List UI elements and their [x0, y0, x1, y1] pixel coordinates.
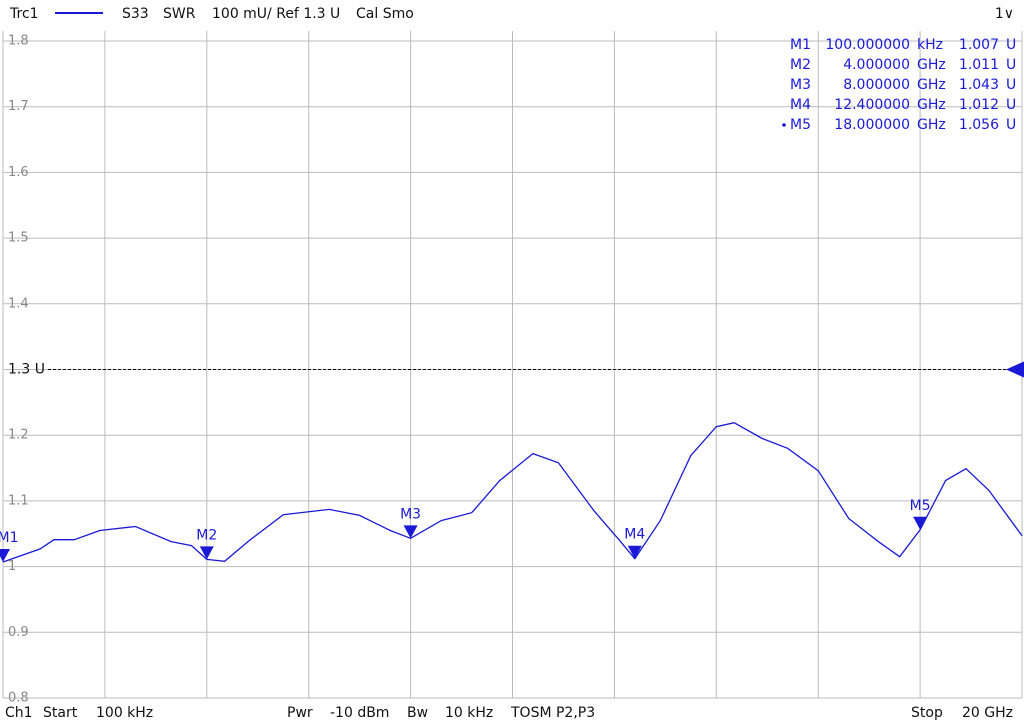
marker-label: M1: [0, 530, 19, 546]
y-tick-label: 1.8: [8, 34, 29, 49]
y-tick-label: 1.6: [8, 165, 29, 180]
marker-table-x-unit: GHz: [917, 97, 946, 113]
cal-status: Cal Smo: [356, 6, 414, 22]
channel-select[interactable]: 1∨: [995, 6, 1014, 22]
marker-table-name: M3: [790, 77, 811, 93]
marker-table-x: 12.400000: [834, 97, 910, 113]
marker-label: M4: [624, 527, 645, 543]
marker-table-unit: U: [1006, 57, 1016, 73]
y-tick-label: 1: [8, 559, 16, 574]
channel: Ch1: [5, 705, 33, 721]
bw-label: Bw: [407, 705, 428, 721]
trace-name: Trc1: [9, 6, 39, 22]
marker-table-x: 100.000000: [825, 37, 910, 53]
marker-table-name: M1: [790, 37, 811, 53]
marker-table-value: 1.012: [959, 97, 999, 113]
marker-table-unit: U: [1006, 97, 1016, 113]
marker-table-name: M4: [790, 97, 811, 113]
marker-triangle: [199, 546, 214, 560]
bw: 10 kHz: [445, 705, 493, 721]
stop: 20 GHz: [962, 705, 1013, 721]
parameter: S33: [122, 6, 149, 22]
marker-table-x-unit: kHz: [917, 37, 943, 53]
marker-table-x: 18.000000: [834, 117, 910, 133]
start-label: Start: [43, 705, 78, 721]
marker-table-value: 1.043: [959, 77, 999, 93]
marker-table-x-unit: GHz: [917, 77, 946, 93]
marker-table-name: M5: [790, 117, 811, 133]
marker-table-x: 8.000000: [843, 77, 910, 93]
marker-table-value: 1.007: [959, 37, 999, 53]
marker-table-unit: U: [1006, 37, 1016, 53]
marker-table-unit: U: [1006, 117, 1016, 133]
y-tick-label: 0.8: [8, 691, 29, 706]
trace: [2, 422, 1023, 563]
cal-method: TOSM P2,P3: [510, 705, 595, 721]
reference-marker: [1006, 361, 1024, 378]
y-tick-label: 1.2: [8, 428, 29, 443]
start: 100 kHz: [96, 705, 153, 721]
marker-label: M3: [400, 506, 421, 522]
marker-table-x-unit: GHz: [917, 117, 946, 133]
marker-table-x: 4.000000: [843, 57, 910, 73]
y-tick-label: 1.4: [8, 296, 29, 311]
y-tick-label: 1.1: [8, 493, 29, 508]
marker-triangle: [403, 525, 418, 539]
marker-table-name: M2: [790, 57, 811, 73]
marker-label: M2: [196, 527, 217, 543]
y-tick-label: 1.7: [8, 99, 29, 114]
marker-table-unit: U: [1006, 77, 1016, 93]
marker-triangle: [627, 545, 642, 559]
marker-triangle: [0, 549, 10, 563]
pwr-label: Pwr: [287, 705, 313, 721]
marker-table-value: 1.011: [959, 57, 999, 73]
y-tick-label: 1.5: [8, 231, 29, 246]
marker-table-x-unit: GHz: [917, 57, 946, 73]
pwr: -10 dBm: [330, 705, 389, 721]
format: SWR: [163, 6, 196, 22]
scale: 100 mU/ Ref 1.3 U: [212, 6, 340, 22]
y-tick-label: 1.3 U: [8, 362, 45, 378]
marker-table-value: 1.056: [959, 117, 999, 133]
active-marker-dot: [782, 123, 786, 127]
marker-label: M5: [910, 498, 931, 514]
y-tick-label: 0.9: [8, 625, 29, 640]
stop-label: Stop: [911, 705, 943, 721]
marker-triangle: [913, 516, 928, 530]
